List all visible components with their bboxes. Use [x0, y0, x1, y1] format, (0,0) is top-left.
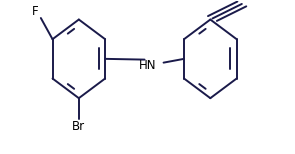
Text: F: F: [32, 5, 38, 18]
Text: Br: Br: [72, 120, 85, 133]
Text: HN: HN: [139, 59, 156, 72]
